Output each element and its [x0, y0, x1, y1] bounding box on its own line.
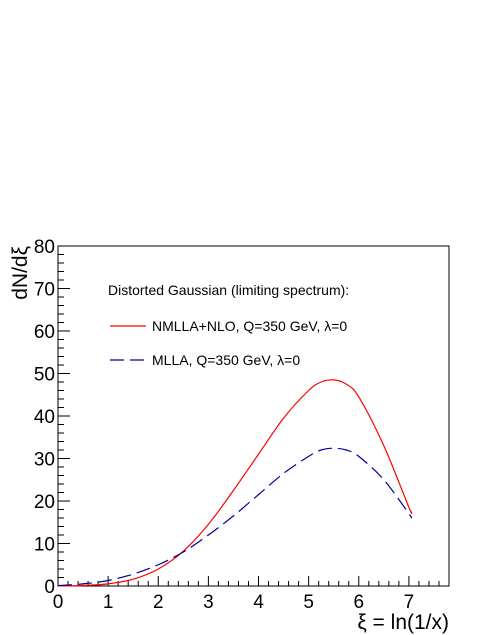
- y-tick-label: 80: [34, 237, 55, 258]
- axis-ticks: [57, 245, 450, 587]
- x-tick-label: 0: [53, 592, 64, 613]
- series-line-1: [57, 447, 413, 587]
- x-tick-label: 1: [103, 592, 114, 613]
- series-lines: [57, 379, 413, 587]
- x-tick-label: 3: [203, 592, 214, 613]
- y-tick-label: 40: [34, 407, 55, 428]
- y-tick-labels: 0 10 20 30 40 50 60 70 80: [34, 237, 55, 598]
- x-axis-title: ξ = ln(1/x): [357, 611, 449, 634]
- legend-title: Distorted Gaussian (limiting spectrum):: [108, 282, 349, 298]
- y-tick-label: 30: [34, 450, 55, 471]
- y-tick-label: 20: [34, 492, 55, 513]
- y-tick-label: 70: [34, 280, 55, 301]
- legend-label-nmlla: NMLLA+NLO, Q=350 GeV, λ=0: [152, 318, 347, 334]
- x-tick-label: 4: [253, 592, 264, 613]
- y-tick-label: 0: [44, 577, 55, 598]
- series-line-0: [57, 379, 413, 587]
- y-tick-label: 50: [34, 365, 55, 386]
- x-tick-label: 6: [353, 592, 364, 613]
- x-tick-label: 2: [153, 592, 164, 613]
- x-tick-label: 5: [303, 592, 314, 613]
- y-tick-label: 10: [34, 535, 55, 556]
- y-axis-title: dN/dξ: [9, 246, 32, 300]
- x-tick-labels: 0 1 2 3 4 5 6 7: [53, 592, 414, 613]
- y-tick-label: 60: [34, 322, 55, 343]
- legend-label-mlla: MLLA, Q=350 GeV, λ=0: [152, 352, 300, 368]
- x-tick-label: 7: [404, 592, 415, 613]
